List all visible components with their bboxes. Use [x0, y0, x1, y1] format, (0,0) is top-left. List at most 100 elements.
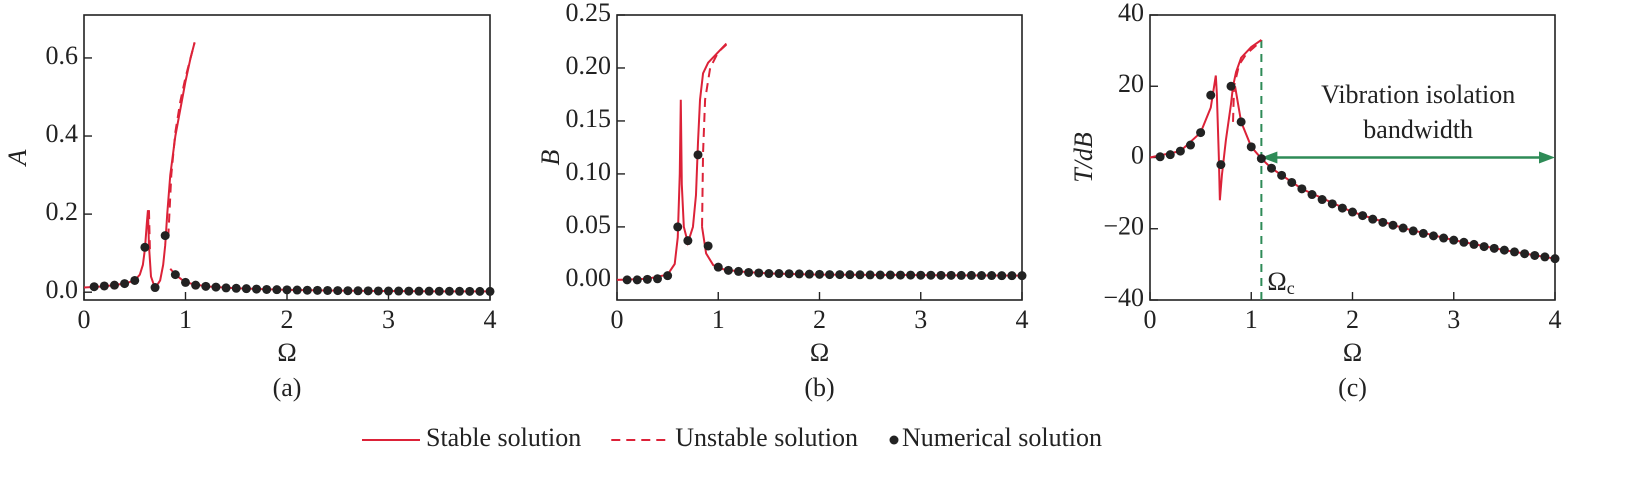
data-point	[1510, 247, 1519, 257]
data-point	[703, 241, 713, 251]
data-point	[987, 271, 997, 281]
data-point	[363, 286, 373, 296]
data-point	[1216, 160, 1226, 170]
data-point	[1327, 199, 1337, 209]
data-point	[485, 286, 495, 296]
data-point	[475, 286, 485, 296]
data-point	[804, 269, 814, 279]
data-point	[1358, 211, 1368, 221]
x-tick-label: 0	[78, 305, 91, 334]
x-tick-label: 2	[813, 305, 826, 334]
x-tick-label: 3	[382, 305, 395, 334]
data-point	[1408, 226, 1418, 236]
stable-curve	[616, 42, 1023, 281]
data-point	[130, 275, 140, 285]
y-tick-label: 0.4	[46, 119, 79, 148]
data-point	[1297, 184, 1307, 194]
data-point	[1307, 190, 1317, 200]
data-point	[1378, 217, 1388, 227]
data-point	[1206, 90, 1216, 100]
y-tick-label: 0.20	[566, 51, 612, 80]
data-point	[444, 286, 454, 296]
cutoff-symbol: Ω	[1267, 267, 1286, 296]
data-point	[1418, 228, 1428, 238]
data-point	[1449, 235, 1459, 245]
data-point	[302, 285, 312, 295]
data-point	[1317, 195, 1327, 205]
data-point	[252, 284, 262, 294]
data-point	[333, 286, 343, 296]
data-point	[221, 283, 231, 293]
data-point	[1236, 117, 1246, 127]
data-point	[1459, 237, 1469, 247]
panel: 0 1 2 3 4 −40 −20 0 20 40 Ω (c) T/dB Vibration isolat…	[1069, 0, 1562, 402]
data-point	[1287, 177, 1297, 187]
data-point	[1469, 239, 1479, 249]
data-point	[373, 286, 383, 296]
data-point	[865, 270, 875, 280]
data-point	[1007, 271, 1017, 281]
y-tick-label: 0.6	[46, 41, 79, 70]
x-tick-label: 3	[914, 305, 927, 334]
y-tick-label: 40	[1118, 0, 1144, 27]
x-tick-label: 4	[1549, 305, 1562, 334]
y-axis-label: T/dB	[1069, 132, 1098, 183]
data-point	[855, 270, 865, 280]
data-point	[99, 281, 109, 291]
data-point	[1155, 152, 1165, 162]
y-axis-label: A	[3, 149, 32, 167]
unstable-curve	[701, 43, 728, 227]
stable-curve	[83, 42, 490, 293]
data-point	[774, 269, 784, 279]
data-point	[916, 270, 926, 280]
data-point	[150, 283, 160, 293]
panel-caption: (a)	[273, 373, 302, 402]
data-point	[241, 284, 251, 294]
data-point	[642, 274, 652, 284]
data-point	[140, 242, 150, 252]
data-point	[1017, 271, 1027, 281]
x-tick-label: 1	[1245, 305, 1258, 334]
y-tick-label: −40	[1103, 283, 1144, 312]
data-point	[632, 275, 642, 285]
legend-label: Stable solution	[426, 423, 581, 452]
data-point	[1337, 203, 1347, 213]
data-point	[424, 286, 434, 296]
data-point	[1398, 223, 1408, 233]
data-point	[875, 270, 885, 280]
data-point	[946, 270, 956, 280]
data-point	[764, 269, 774, 279]
panel: 0 1 2 3 4 0.00 0.05 0.10 0.15 0.20 0.25 Ω (b) B	[536, 0, 1029, 402]
legend-swatch	[889, 435, 899, 445]
data-point	[272, 285, 282, 295]
data-point	[1256, 154, 1266, 164]
y-tick-label: 0.25	[566, 0, 612, 27]
data-point	[191, 280, 201, 290]
panel-caption: (c)	[1338, 373, 1367, 402]
data-point	[353, 286, 363, 296]
data-point	[744, 267, 754, 277]
plot-frame	[83, 14, 491, 301]
data-point	[434, 286, 444, 296]
data-point	[1267, 163, 1276, 173]
data-point	[936, 270, 946, 280]
data-point	[1499, 245, 1509, 255]
data-point	[734, 266, 743, 276]
data-point	[997, 271, 1007, 281]
x-tick-label: 2	[1346, 305, 1359, 334]
data-point	[89, 282, 99, 292]
data-point	[292, 285, 302, 295]
data-point	[1530, 250, 1540, 260]
data-point	[181, 277, 190, 287]
data-point	[1348, 207, 1357, 217]
data-point	[384, 286, 393, 296]
annotation-text: bandwidth	[1363, 115, 1473, 144]
x-tick-label: 1	[179, 305, 192, 334]
data-point	[1165, 150, 1175, 160]
x-axis-label: Ω	[810, 338, 829, 367]
arrow-head	[1539, 151, 1555, 164]
y-tick-label: −20	[1103, 212, 1144, 241]
data-point	[622, 275, 632, 285]
data-point	[323, 285, 333, 295]
